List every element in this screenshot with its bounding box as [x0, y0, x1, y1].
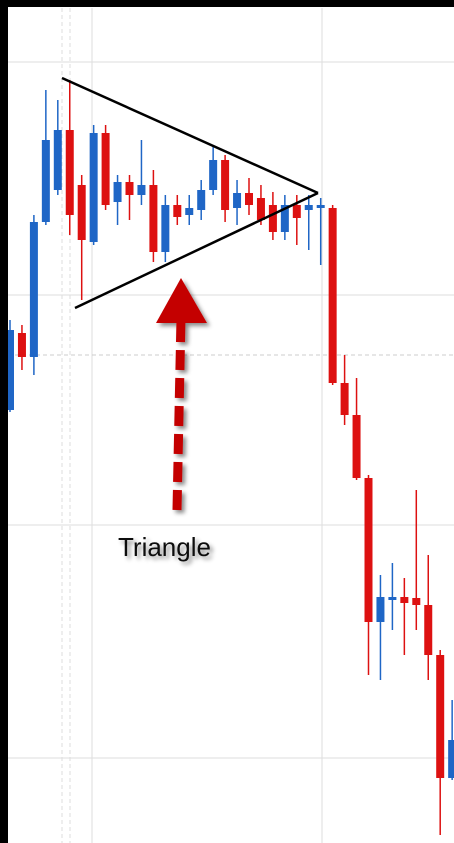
candle-body: [41, 140, 50, 222]
candle-body: [304, 205, 313, 210]
candle-body: [316, 205, 325, 208]
candle-body: [292, 205, 301, 218]
frame-left: [0, 0, 8, 843]
candle-body: [209, 160, 218, 190]
candle-body: [256, 198, 265, 220]
candle-body: [448, 740, 454, 778]
candle-body: [388, 597, 397, 600]
arrow-head: [156, 278, 207, 323]
arrow-shaft: [172, 317, 186, 511]
triangle-lower-line: [74, 191, 319, 310]
candle-body: [352, 415, 361, 478]
candle-body: [233, 193, 242, 208]
candle-body: [173, 205, 182, 217]
candle-body: [197, 190, 206, 210]
candle-body: [245, 193, 253, 205]
candle-body: [268, 205, 277, 232]
candle-body: [65, 130, 74, 215]
candle-body: [185, 208, 194, 215]
candle-body: [17, 333, 26, 357]
candle-body: [400, 597, 409, 603]
frame-top: [0, 0, 454, 7]
triangle-upper-line: [61, 76, 319, 195]
candle-body: [340, 383, 349, 415]
candles: [6, 80, 454, 835]
candle-body: [412, 598, 421, 605]
candle-body: [6, 330, 14, 410]
candle-body: [53, 130, 62, 190]
candle-body: [328, 208, 337, 383]
arrow: [156, 278, 207, 511]
triangle-pattern: [61, 76, 319, 310]
candle-body: [376, 597, 385, 622]
candle-body: [125, 182, 134, 195]
candle-body: [280, 205, 289, 232]
candle-body: [77, 185, 86, 240]
candle-body: [89, 133, 98, 242]
candle-body: [113, 182, 122, 202]
candle-body: [364, 478, 373, 622]
annotation-label: Triangle: [118, 532, 211, 562]
candle-body: [137, 185, 146, 195]
candle-body: [29, 222, 38, 357]
candle-body: [149, 185, 158, 252]
candle-body: [436, 655, 445, 778]
candle-body: [221, 160, 230, 210]
candle-body: [424, 605, 433, 655]
candle-body: [161, 205, 170, 252]
candle-body: [101, 133, 110, 205]
